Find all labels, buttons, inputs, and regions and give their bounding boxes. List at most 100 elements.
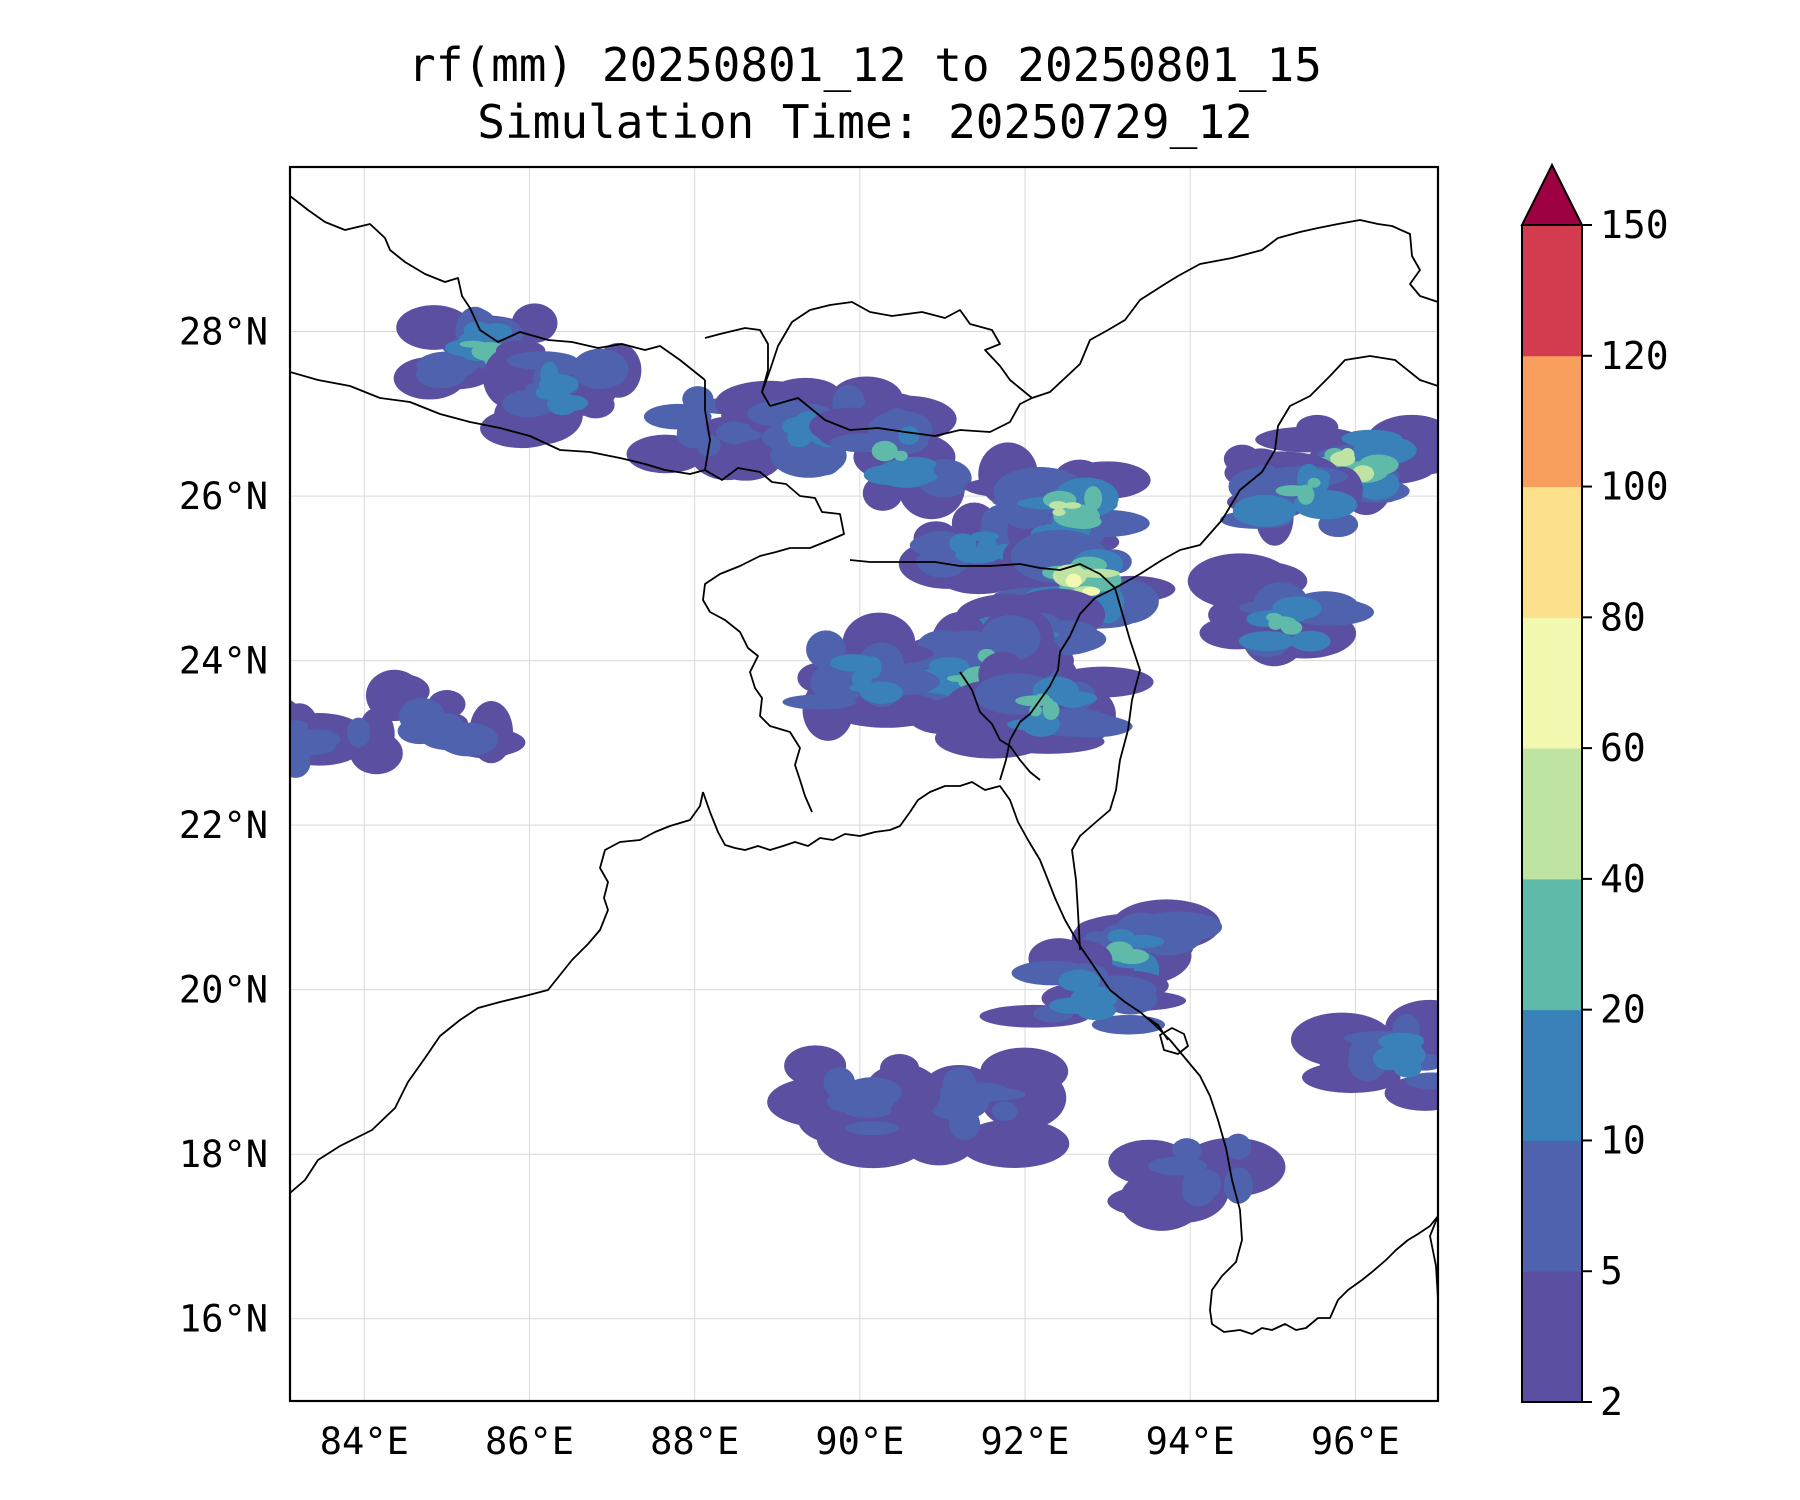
rain-patch: [459, 340, 487, 348]
y-tick-label: 18°N: [179, 1133, 268, 1176]
rain-patch: [1404, 1034, 1424, 1045]
y-tick-label: 26°N: [179, 475, 268, 518]
rain-patch: [959, 1087, 1026, 1102]
x-tick-label: 92°E: [980, 1420, 1069, 1463]
y-tick-label: 22°N: [179, 804, 268, 847]
rain-patch: [1007, 718, 1049, 731]
rain-patch: [1107, 929, 1135, 944]
rain-patch: [1238, 631, 1295, 652]
rain-patch: [576, 391, 615, 419]
rain-patch: [1266, 612, 1282, 622]
india-east-coast: [290, 791, 704, 1194]
nepal-border: [290, 195, 706, 381]
rain-patch: [1181, 1177, 1216, 1207]
title-line-1: rf(mm) 20250801_12 to 20250801_15: [408, 38, 1322, 92]
colorbar-label: 80: [1600, 595, 1646, 639]
colorbar-segment: [1522, 748, 1582, 880]
x-tick-label: 96°E: [1311, 1420, 1400, 1463]
colorbar-frame: [1521, 224, 1583, 1403]
colorbar-segment: [1522, 1140, 1582, 1272]
x-tick-label: 84°E: [320, 1420, 409, 1463]
rain-patch: [676, 418, 708, 449]
rain-patch: [557, 395, 589, 411]
rain-patch: [1393, 1059, 1422, 1078]
colorbar-label: 20: [1600, 988, 1646, 1032]
x-tick-label: 88°E: [650, 1420, 739, 1463]
rain-patch: [1232, 494, 1296, 527]
colorbar-label: 100: [1600, 465, 1669, 509]
rain-patch: [1049, 501, 1067, 510]
rain-patch: [572, 348, 629, 390]
colorbar: 2 5 10 20 40 60 80 100 120 150: [1520, 162, 1669, 1424]
rain-patch: [1223, 1167, 1254, 1204]
colorbar-label: 5: [1600, 1249, 1623, 1293]
rain-patch: [1082, 587, 1101, 596]
y-tick-label: 16°N: [179, 1298, 268, 1341]
colorbar-label: 2: [1600, 1380, 1623, 1424]
x-axis-ticks: 84°E 86°E 88°E 90°E 92°E 94°E 96°E: [320, 1420, 1400, 1463]
colorbar-segment: [1522, 878, 1582, 1011]
rain-patch: [823, 1067, 856, 1098]
rain-patch: [1290, 630, 1331, 652]
rain-patch: [1330, 451, 1356, 467]
rain-patch: [992, 1101, 1018, 1121]
rain-patch: [1091, 1015, 1166, 1035]
y-tick-label: 28°N: [179, 311, 268, 354]
rain-patch: [1029, 704, 1042, 717]
coastlines-borders: [290, 195, 1438, 1335]
rain-patch: [976, 536, 999, 561]
colorbar-segment: [1522, 617, 1582, 749]
bangladesh-coast: [702, 781, 1438, 1335]
rain-patch: [346, 717, 371, 748]
rain-patch: [966, 632, 1004, 658]
y-tick-label: 20°N: [179, 969, 268, 1012]
rain-patch: [1255, 426, 1362, 453]
rain-patch: [1307, 477, 1321, 488]
rain-patch: [290, 746, 311, 778]
colorbar-segment: [1522, 486, 1582, 618]
rain-patch: [1249, 464, 1281, 488]
rain-patch: [949, 533, 977, 554]
rain-patch: [1224, 1133, 1252, 1160]
colorbar-label: 10: [1600, 1118, 1646, 1162]
x-tick-label: 90°E: [815, 1420, 904, 1463]
rain-patch: [1053, 503, 1100, 528]
rain-patch: [898, 426, 920, 445]
rain-patch: [849, 683, 880, 693]
x-tick-label: 86°E: [485, 1420, 574, 1463]
rain-patch: [1341, 429, 1403, 448]
colorbar-label: 40: [1600, 857, 1646, 901]
rain-patch: [1048, 715, 1133, 738]
map-frame: [288, 165, 1440, 1403]
rain-patch: [894, 450, 908, 462]
rain-patch: [845, 1121, 900, 1136]
colorbar-segment: [1522, 355, 1582, 488]
colorbar-extend-triangle: [1520, 162, 1584, 226]
rain-patch: [970, 531, 999, 542]
rain-patch: [857, 1087, 894, 1114]
rain-patch: [879, 1054, 920, 1083]
ramree-island: [1147, 1017, 1169, 1041]
x-tick-label: 94°E: [1146, 1420, 1235, 1463]
colorbar-segment: [1522, 1009, 1582, 1141]
rain-patch: [1058, 969, 1101, 992]
rain-patch: [1056, 692, 1089, 708]
rain-patch: [959, 1119, 1070, 1169]
rain-patch: [1042, 700, 1060, 720]
rain-patch: [432, 731, 491, 753]
rain-patch: [782, 694, 857, 710]
rain-patch: [1275, 485, 1308, 497]
rain-patch: [879, 445, 895, 455]
cheduba-island: [1159, 1027, 1189, 1055]
colorbar-label: 150: [1600, 203, 1669, 247]
rain-patch: [781, 416, 817, 437]
rain-patch: [535, 385, 558, 400]
rain-patch: [1114, 948, 1150, 965]
y-axis-ticks: 16°N 18°N 20°N 22°N 24°N 26°N 28°N: [179, 311, 268, 1341]
mizoram-border: [1071, 587, 1141, 951]
bangladesh-north-border: [849, 559, 1116, 781]
colorbar-label: 120: [1600, 334, 1669, 378]
india-myanmar-border: [1114, 355, 1438, 589]
colorbar-segment: [1522, 225, 1582, 357]
